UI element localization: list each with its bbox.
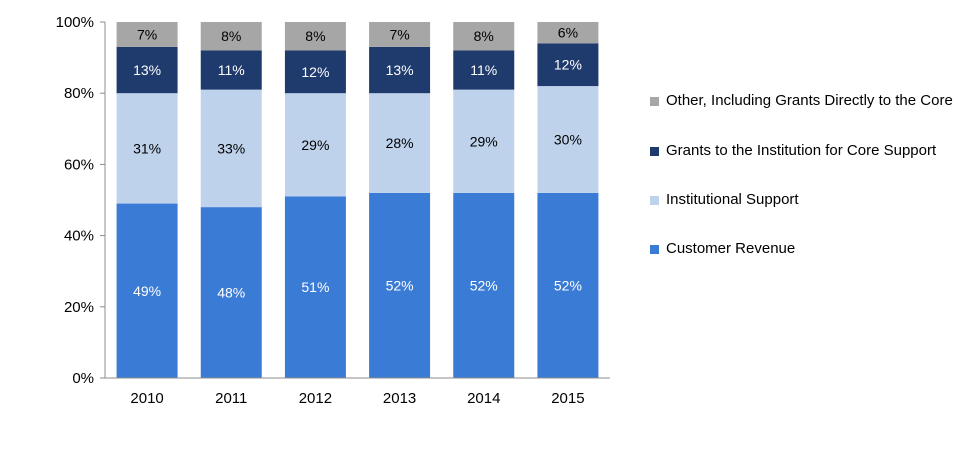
bar-segment-customer-revenue-2015	[537, 192, 599, 378]
bar-segment-grants-to-the-institution-for-core-support-2015	[537, 43, 599, 87]
legend-swatch-customer-revenue	[650, 245, 659, 254]
bars-group: 49% 31% 13% 7% 48% 33% 11% 8% 51% 29% 12% 8% 52% 28% 1…	[116, 22, 599, 378]
legend-swatch-other	[650, 97, 659, 106]
legend-item-customer-revenue: Customer Revenue	[650, 238, 966, 260]
bar-segment-customer-revenue-2013	[369, 192, 431, 378]
data-label-institutional-support-2012: 29%	[301, 137, 329, 153]
legend-label-institutional-support: Institutional Support	[666, 191, 799, 208]
data-label-other-including-grants-directly-to-the-core-2015: 6%	[558, 25, 578, 41]
data-label-other-including-grants-directly-to-the-core-2014: 8%	[474, 28, 494, 44]
y-tick-label-2: 40%	[64, 228, 94, 245]
bar-segment-grants-to-the-institution-for-core-support-2011	[200, 50, 262, 90]
data-label-institutional-support-2015: 30%	[554, 131, 582, 147]
x-tick-label-2013: 2013	[383, 390, 416, 407]
y-tick-label-4: 80%	[64, 85, 94, 102]
legend-label-other: Other, Including Grants Directly to the …	[666, 92, 953, 109]
bar-segment-other-including-grants-directly-to-the-core-2010	[116, 22, 178, 47]
data-label-institutional-support-2010: 31%	[133, 140, 161, 156]
data-label-other-including-grants-directly-to-the-core-2010: 7%	[137, 26, 157, 42]
bar-segment-institutional-support-2011	[200, 89, 262, 208]
bar-segment-grants-to-the-institution-for-core-support-2010	[116, 46, 178, 94]
legend-swatch-grants-core-support	[650, 147, 659, 156]
data-label-grants-to-the-institution-for-core-support-2015: 12%	[554, 57, 582, 73]
axes-group: 2010 2011 2012 2013 2014 2015 0% 20% 40% 60% 80% 10…	[56, 14, 610, 407]
bar-segment-institutional-support-2012	[284, 93, 346, 197]
data-label-customer-revenue-2014: 52%	[470, 277, 498, 293]
y-tick-label-1: 20%	[64, 299, 94, 316]
bar-segment-customer-revenue-2014	[453, 192, 515, 378]
bar-segment-institutional-support-2015	[537, 86, 599, 193]
bar-segment-other-including-grants-directly-to-the-core-2011	[200, 22, 262, 51]
bar-segment-institutional-support-2014	[453, 89, 515, 193]
x-tick-label-2015: 2015	[551, 390, 584, 407]
bar-segment-grants-to-the-institution-for-core-support-2012	[284, 50, 346, 94]
legend-label-customer-revenue: Customer Revenue	[666, 240, 796, 257]
bar-segment-other-including-grants-directly-to-the-core-2013	[369, 22, 431, 47]
bar-segment-institutional-support-2010	[116, 93, 178, 204]
data-label-institutional-support-2014: 29%	[470, 133, 498, 149]
bar-segment-institutional-support-2013	[369, 93, 431, 193]
data-label-customer-revenue-2015: 52%	[554, 277, 582, 293]
y-tick-label-3: 60%	[64, 156, 94, 173]
x-tick-label-2012: 2012	[299, 390, 332, 407]
x-tick-label-2011: 2011	[215, 390, 247, 407]
data-label-other-including-grants-directly-to-the-core-2012: 8%	[305, 28, 325, 44]
x-tick-label-2010: 2010	[130, 390, 163, 407]
bar-segment-grants-to-the-institution-for-core-support-2013	[369, 46, 431, 94]
legend-item-institutional-support: Institutional Support	[650, 189, 966, 211]
data-label-customer-revenue-2010: 49%	[133, 283, 161, 299]
bar-segment-customer-revenue-2011	[200, 207, 262, 378]
data-label-customer-revenue-2012: 51%	[301, 279, 329, 295]
legend-item-grants-core-support: Grants to the Institution for Core Suppo…	[650, 140, 966, 162]
x-tick-label-2014: 2014	[467, 390, 500, 407]
bar-segment-other-including-grants-directly-to-the-core-2014	[453, 22, 515, 51]
data-label-customer-revenue-2013: 52%	[386, 277, 414, 293]
data-label-institutional-support-2011: 33%	[217, 140, 245, 156]
data-label-customer-revenue-2011: 48%	[217, 285, 245, 301]
legend-label-grants-core-support: Grants to the Institution for Core Suppo…	[666, 142, 937, 159]
y-tick-label-0: 0%	[72, 370, 94, 387]
data-label-other-including-grants-directly-to-the-core-2011: 8%	[221, 28, 241, 44]
bar-segment-grants-to-the-institution-for-core-support-2014	[453, 50, 515, 90]
data-label-grants-to-the-institution-for-core-support-2011: 11%	[218, 62, 245, 78]
data-label-other-including-grants-directly-to-the-core-2013: 7%	[389, 26, 409, 42]
data-label-grants-to-the-institution-for-core-support-2012: 12%	[301, 64, 329, 80]
data-label-grants-to-the-institution-for-core-support-2014: 11%	[470, 62, 497, 78]
bar-segment-other-including-grants-directly-to-the-core-2015	[537, 22, 599, 44]
data-label-grants-to-the-institution-for-core-support-2013: 13%	[386, 62, 414, 78]
bar-segment-customer-revenue-2010	[116, 203, 178, 378]
bar-segment-customer-revenue-2012	[284, 196, 346, 378]
y-tick-label-5: 100%	[56, 14, 94, 31]
data-label-institutional-support-2013: 28%	[386, 135, 414, 151]
data-label-grants-to-the-institution-for-core-support-2010: 13%	[133, 62, 161, 78]
legend-item-other: Other, Including Grants Directly to the …	[650, 90, 966, 112]
legend-swatch-institutional-support	[650, 196, 659, 205]
bar-segment-other-including-grants-directly-to-the-core-2012	[284, 22, 346, 51]
